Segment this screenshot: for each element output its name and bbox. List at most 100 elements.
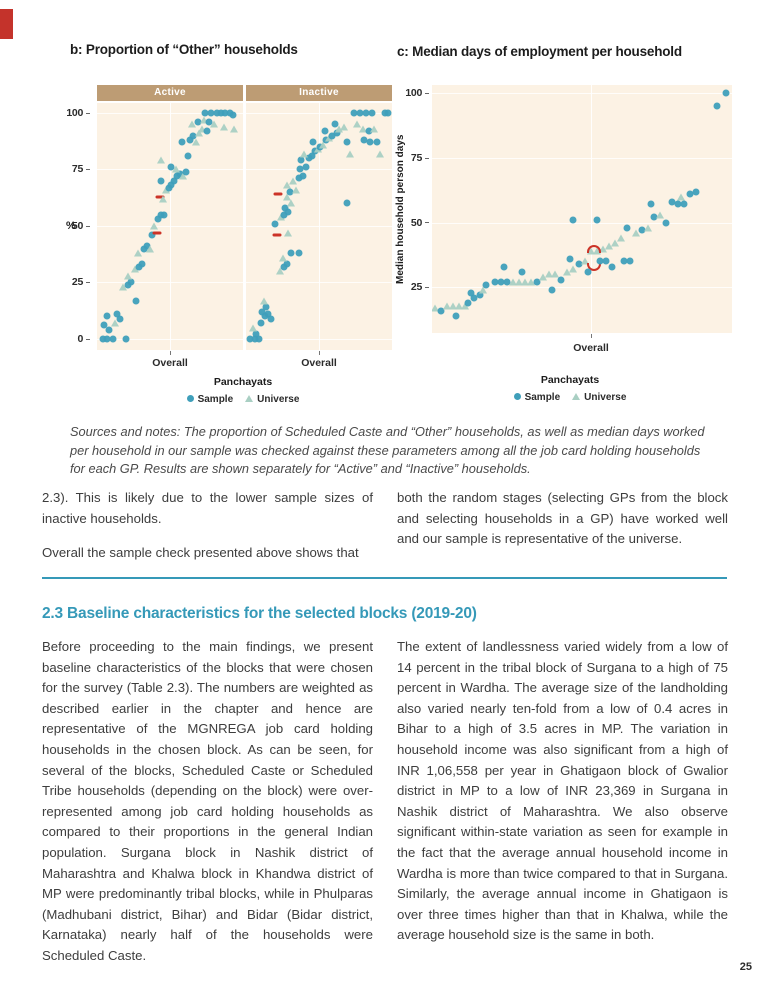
universe-point	[282, 181, 291, 189]
sample-point	[194, 118, 202, 126]
sample-point	[626, 257, 634, 265]
sample-point	[217, 109, 225, 117]
universe-point	[133, 249, 142, 257]
paragraph: Before proceeding to the main findings, …	[42, 639, 373, 963]
universe-point	[220, 123, 229, 130]
universe-point	[339, 123, 348, 130]
universe-point	[259, 297, 268, 304]
universe-point	[110, 319, 119, 327]
universe-point	[443, 302, 451, 310]
universe-point	[300, 150, 309, 158]
universe-point	[284, 229, 293, 237]
figure-b-legend: Sample Universe	[133, 394, 353, 405]
y-tick-label: 75	[411, 152, 429, 164]
sample-point	[105, 326, 113, 334]
sample-point	[246, 335, 254, 343]
sample-point	[283, 260, 291, 268]
sample-point	[229, 111, 237, 119]
sample-point	[103, 335, 111, 343]
sample-point	[686, 190, 694, 198]
sample-point	[569, 216, 577, 224]
sample-point	[109, 335, 117, 343]
universe-point	[370, 125, 379, 133]
universe-point	[130, 265, 139, 273]
x-tick-overall	[591, 334, 592, 338]
universe-point	[123, 272, 132, 280]
sample-point	[297, 156, 305, 164]
red-marker	[152, 231, 162, 235]
y-tick-label: 25	[411, 281, 429, 293]
y-tick-label: 0	[77, 333, 90, 345]
universe-point	[119, 283, 128, 291]
body-column-left-main: Before proceeding to the main findings, …	[42, 637, 373, 981]
body-column-right-main: The extent of landlessness varied widely…	[397, 637, 728, 960]
sample-point	[343, 138, 351, 146]
sample-point	[205, 118, 213, 126]
sample-point	[296, 165, 304, 173]
paragraph: The extent of landlessness varied widely…	[397, 639, 728, 943]
sample-point	[281, 204, 289, 212]
red-marker	[587, 262, 601, 271]
universe-point	[171, 165, 180, 173]
sample-point	[662, 219, 670, 227]
sample-point	[286, 188, 294, 196]
paragraph: 2.3). This is likely due to the lower sa…	[42, 490, 373, 526]
section-divider-rule	[42, 577, 727, 579]
y-tick-label: 50	[411, 217, 429, 229]
universe-point	[677, 193, 685, 201]
sample-point	[608, 263, 616, 271]
sample-point	[362, 109, 370, 117]
figure-panel-c: c: Median days of employment per househo…	[395, 42, 749, 424]
sample-point	[482, 281, 490, 289]
sample-point	[257, 319, 265, 327]
x-tick-inactive	[319, 351, 320, 355]
sample-point	[503, 278, 511, 286]
sample-point	[203, 127, 210, 135]
gridline	[591, 85, 592, 333]
universe-point	[376, 150, 385, 158]
sample-point	[575, 260, 583, 268]
universe-point	[521, 278, 529, 286]
sample-point	[201, 109, 209, 117]
sample-legend-icon	[513, 393, 521, 400]
x-tick-label-inactive: Overall	[301, 357, 337, 369]
universe-point	[656, 211, 664, 219]
universe-legend-icon	[572, 393, 581, 400]
sample-point	[368, 109, 376, 117]
universe-point	[617, 234, 625, 242]
sample-point	[309, 138, 317, 146]
sample-point	[464, 299, 472, 307]
universe-point	[319, 141, 328, 149]
universe-point	[432, 304, 439, 312]
universe-point	[192, 138, 201, 146]
sample-point	[328, 132, 336, 140]
universe-point	[345, 150, 354, 158]
sample-point	[384, 109, 392, 117]
gridline	[432, 93, 732, 95]
sample-point	[593, 216, 601, 224]
sample-point	[299, 172, 307, 180]
universe-legend-icon	[245, 395, 254, 402]
facet-strip-active: Active	[97, 85, 243, 101]
sample-point	[116, 315, 124, 323]
universe-point	[358, 125, 367, 133]
sample-point	[308, 152, 316, 160]
universe-point	[157, 156, 166, 164]
sample-point	[680, 200, 688, 208]
figure-panel-b: b: Proportion of “Other” households Acti…	[42, 42, 394, 424]
red-marker	[587, 244, 601, 253]
sample-point	[167, 181, 175, 189]
figure-b-x-axis-title: Panchayats	[213, 376, 273, 388]
sample-point	[113, 310, 121, 318]
universe-point	[455, 302, 463, 310]
sample-point	[343, 199, 351, 207]
sample-point	[623, 224, 631, 232]
universe-point	[479, 286, 487, 294]
scatter-plot-active	[97, 103, 243, 350]
scatter-plot-inactive	[246, 103, 392, 350]
y-tick-label: 25	[72, 276, 90, 288]
figure-c-x-axis-title: Panchayats	[540, 374, 600, 386]
sample-point	[170, 177, 178, 185]
sample-point	[251, 335, 259, 343]
legend-sample-label: Sample	[524, 392, 561, 403]
